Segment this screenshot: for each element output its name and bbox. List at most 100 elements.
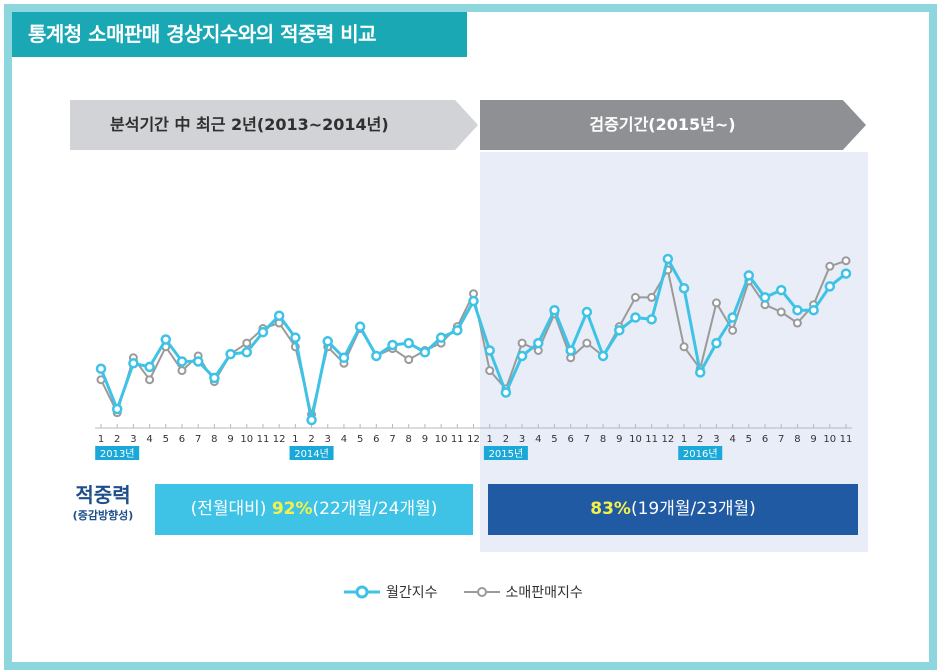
data-point-retail [711, 298, 721, 308]
validation-period-arrow: 검증기간(2015년~) [480, 100, 866, 150]
x-tick-label: 11 [451, 434, 464, 445]
data-point-monthly [711, 337, 722, 349]
data-point-monthly [597, 350, 609, 362]
year-badge [95, 446, 140, 460]
page-title: 통계청 소매판매 경상지수와의 적중력 비교 [12, 12, 467, 57]
data-point-retail [145, 375, 155, 385]
validation-accuracy-box: 83%(19개월/23개월) [488, 484, 858, 535]
x-tick-label: 4 [341, 434, 347, 445]
analysis-accuracy-prefix: (전월대비) [190, 499, 272, 519]
data-point-retail [776, 307, 786, 317]
analysis-period-arrow: 분석기간 中 최근 2년(2013~2014년) [70, 100, 478, 150]
data-point-monthly [516, 350, 528, 362]
data-point-monthly [533, 337, 544, 349]
year-badge [678, 446, 723, 460]
x-tick-label: 6 [762, 434, 768, 445]
x-tick-label: 9 [422, 434, 428, 445]
data-point-monthly [824, 281, 836, 292]
x-tick-label: 10 [629, 434, 642, 445]
data-point-monthly [419, 347, 431, 358]
data-point-monthly [209, 372, 220, 384]
data-point-monthly [808, 304, 819, 316]
x-tick-label: 4 [729, 434, 735, 445]
data-point-retail [841, 256, 851, 266]
data-point-retail [242, 338, 252, 348]
validation-accuracy-detail: (19개월/23개월) [630, 499, 756, 519]
x-tick-label: 11 [645, 434, 658, 445]
legend-item-monthly: 월간지수 [342, 582, 438, 602]
x-tick-label: 9 [810, 434, 816, 445]
x-tick-label: 11 [257, 434, 270, 445]
data-point-monthly [403, 337, 414, 349]
year-badge-label: 2014년 [294, 448, 329, 460]
data-point-monthly [387, 339, 398, 351]
year-badge-label: 2015년 [489, 448, 524, 460]
data-point-retail [404, 355, 414, 365]
data-point-monthly [630, 312, 641, 323]
x-tick-label: 2 [114, 434, 120, 445]
data-point-monthly [144, 361, 155, 373]
year-badge [289, 446, 334, 460]
x-tick-label: 5 [357, 434, 363, 445]
data-point-monthly [500, 387, 512, 398]
data-point-monthly [354, 321, 366, 332]
x-tick-label: 5 [551, 434, 557, 445]
x-tick-label: 8 [406, 434, 412, 445]
retail-series-icon [463, 587, 500, 597]
data-point-retail [679, 342, 689, 352]
x-tick-label: 10 [435, 434, 448, 445]
data-point-monthly [241, 347, 253, 358]
monthly-series-icon [344, 585, 380, 599]
x-tick-label: 8 [600, 434, 606, 445]
year-badge-label: 2013년 [100, 448, 135, 460]
series-line-retail [100, 259, 847, 416]
x-tick-label: 2 [503, 434, 509, 445]
x-tick-label: 3 [130, 434, 136, 445]
analysis-accuracy-box: (전월대비) 92%(22개월/24개월) [155, 484, 473, 535]
year-badge [483, 446, 528, 460]
data-point-monthly [95, 363, 107, 375]
x-tick-label: 3 [325, 434, 331, 445]
x-tick-label: 3 [713, 434, 719, 445]
x-tick-label: 2 [697, 434, 703, 445]
series-line-monthly [99, 257, 847, 422]
data-point-monthly [646, 314, 657, 325]
data-point-monthly [176, 356, 188, 367]
data-point-monthly [322, 336, 333, 347]
data-point-monthly [452, 325, 463, 336]
data-point-retail [825, 261, 835, 271]
x-tick-label: 1 [487, 434, 493, 445]
legend: 월간지수 소매판매지수 [342, 582, 607, 602]
validation-accuracy-percent: 83% [590, 499, 631, 519]
data-point-monthly [565, 345, 576, 356]
analysis-period-label: 분석기간 中 최근 2년(2013~2014년) [110, 115, 389, 134]
data-point-monthly [306, 414, 317, 426]
data-point-retail [485, 366, 495, 376]
accuracy-subtitle: (증감방향성) [72, 509, 134, 522]
x-tick-label: 12 [273, 434, 286, 445]
x-tick-label: 10 [240, 434, 253, 445]
data-point-monthly [468, 295, 479, 307]
data-point-monthly [840, 268, 852, 279]
data-point-retail [728, 325, 738, 335]
x-tick-label: 8 [211, 434, 217, 445]
analysis-accuracy-percent: 92% [271, 499, 313, 519]
x-tick-label: 12 [467, 434, 480, 445]
data-point-monthly [111, 403, 123, 415]
data-point-monthly [484, 345, 495, 356]
legend-label-monthly: 월간지수 [386, 585, 438, 601]
data-point-retail [630, 292, 640, 302]
data-point-monthly [662, 253, 674, 265]
x-tick-label: 6 [567, 434, 573, 445]
data-point-retail [177, 366, 187, 376]
data-point-retail [517, 338, 527, 348]
x-tick-label: 12 [661, 434, 674, 445]
x-tick-label: 3 [519, 434, 525, 445]
data-point-monthly [743, 270, 755, 281]
x-tick-label: 7 [584, 434, 590, 445]
data-point-monthly [160, 334, 172, 345]
x-tick-label: 2 [308, 434, 314, 445]
data-point-monthly [614, 325, 625, 336]
x-tick-label: 4 [535, 434, 541, 445]
x-tick-label: 10 [823, 434, 836, 445]
